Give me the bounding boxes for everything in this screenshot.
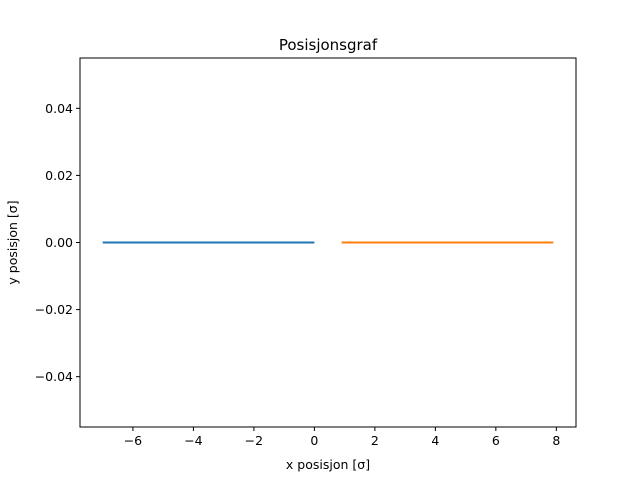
x-tick-label: 0	[310, 433, 318, 448]
y-tick-label: −0.02	[35, 302, 73, 317]
y-tick-label: −0.04	[35, 369, 73, 384]
y-axis: −0.04 −0.02 0.00 0.02 0.04	[35, 101, 80, 384]
chart-title: Posisjonsgraf	[279, 36, 378, 54]
x-tick-label: 8	[552, 433, 560, 448]
x-tick-label: 2	[371, 433, 379, 448]
x-axis-label: x posisjon [σ]	[286, 457, 370, 472]
x-tick-label: 4	[431, 433, 439, 448]
y-tick-label: 0.04	[45, 101, 73, 116]
x-tick-label: −4	[184, 433, 202, 448]
y-axis-label: y posisjon [σ]	[5, 200, 20, 284]
x-axis: −6 −4 −2 0 2 4 6 8	[124, 427, 560, 448]
x-tick-label: 6	[492, 433, 500, 448]
y-tick-label: 0.00	[45, 235, 73, 250]
x-tick-label: −2	[245, 433, 263, 448]
y-tick-label: 0.02	[45, 168, 73, 183]
x-tick-label: −6	[124, 433, 142, 448]
